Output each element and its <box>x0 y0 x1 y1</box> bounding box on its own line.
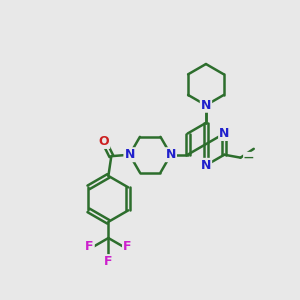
Text: N: N <box>166 148 176 161</box>
Text: —: — <box>244 153 254 163</box>
Text: N: N <box>201 159 211 172</box>
Text: F: F <box>104 255 112 268</box>
Text: F: F <box>85 240 94 254</box>
Text: O: O <box>99 135 109 148</box>
Text: F: F <box>123 240 131 254</box>
Text: N: N <box>124 148 135 161</box>
Text: N: N <box>201 99 211 112</box>
Text: N: N <box>219 127 230 140</box>
